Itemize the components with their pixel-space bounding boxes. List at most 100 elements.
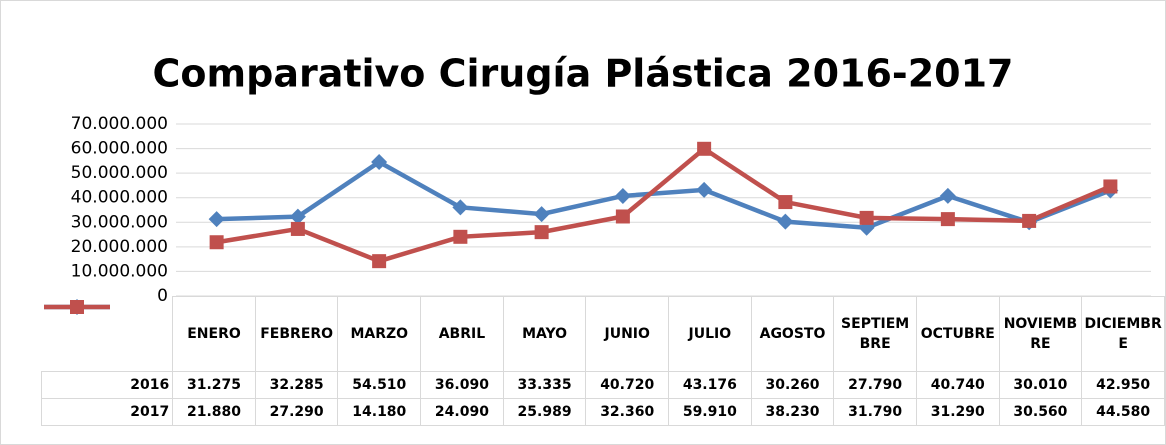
table-cell: 38.230: [750, 398, 835, 426]
cell-text: 44.580: [1096, 404, 1151, 420]
table-cell: ENERO: [172, 296, 256, 372]
table-cell: MARZO: [337, 296, 422, 372]
marker: [939, 187, 956, 204]
cell-text: JULIO: [688, 326, 732, 342]
cell-text: 24.090: [434, 404, 489, 420]
table-cell: 36.090: [420, 371, 504, 399]
table-cell: JULIO: [668, 296, 752, 372]
table-cell: 27.290: [254, 398, 339, 426]
marker: [453, 229, 468, 244]
cell-text: 38.230: [765, 404, 820, 420]
table-cell: 21.880: [172, 398, 256, 426]
marker: [208, 211, 225, 228]
marker: [290, 221, 305, 236]
cell-text: 32.285: [269, 377, 324, 393]
table-cell: 30.010: [998, 371, 1083, 399]
table-cell: 2016: [40, 298, 174, 399]
table-cell: 59.910: [668, 398, 752, 426]
marker: [696, 181, 713, 198]
cell-text: 32.360: [600, 404, 655, 420]
cell-text: JUNIO: [604, 326, 650, 342]
data-table: ENERO FEBRERO MARZO ABRIL MAYO JUNIO JULIO AGOS…: [40, 296, 1165, 426]
cell-text: 27.790: [848, 377, 903, 393]
cell-text: SEPTIEMBRE: [841, 316, 910, 352]
cell-text: 59.910: [682, 404, 737, 420]
cell-text: 30.560: [1013, 404, 1068, 420]
marker: [859, 210, 874, 225]
marker: [452, 199, 469, 216]
chart-title: Comparativo Cirugía Plástica 2016-2017: [153, 52, 1014, 96]
marker: [372, 254, 387, 269]
marker: [1103, 179, 1118, 194]
cell-text: FEBRERO: [260, 326, 334, 342]
cell-text: AGOSTO: [759, 326, 826, 342]
y-tick-label: 60.000.000: [71, 139, 168, 159]
cell-text: DICIEMBRE: [1084, 316, 1162, 352]
marker: [697, 141, 712, 156]
y-tick-label: 10.000.000: [71, 261, 168, 281]
cell-text: 36.090: [434, 377, 489, 393]
marker: [777, 213, 794, 230]
table-cell: MAYO: [502, 296, 587, 372]
table-cell: 33.335: [502, 371, 587, 399]
table-cell: DICIEMBRE: [1081, 296, 1165, 372]
table-cell: FEBRERO: [254, 296, 339, 372]
cell-text: ENERO: [187, 326, 241, 342]
cell-text: 31.290: [930, 404, 985, 420]
cell-text: 14.180: [352, 404, 407, 420]
table-cell: AGOSTO: [750, 296, 835, 372]
cell-text: MARZO: [350, 326, 409, 342]
y-tick-label: 0: [157, 286, 168, 306]
y-tick-label: 40.000.000: [71, 188, 168, 208]
cell-text: 42.950: [1096, 377, 1151, 393]
marker: [778, 195, 793, 210]
table-cell: 30.260: [750, 371, 835, 399]
marker: [371, 154, 388, 171]
table-cell: SEPTIEMBRE: [833, 296, 917, 372]
table-cell: 40.720: [585, 371, 670, 399]
table-cell: JUNIO: [585, 296, 670, 372]
table-cell: 44.580: [1081, 398, 1165, 426]
legend-label: 2016: [130, 377, 170, 393]
table-cell: 14.180: [337, 398, 422, 426]
marker: [289, 208, 306, 225]
table-cell: 42.950: [1081, 371, 1165, 399]
marker: [209, 235, 224, 250]
table-cell: 25.989: [502, 398, 587, 426]
table-cell: 27.790: [833, 371, 917, 399]
marker: [533, 206, 550, 223]
cell-text: OCTUBRE: [920, 326, 995, 342]
table-cell: 24.090: [420, 398, 504, 426]
marker: [614, 187, 631, 204]
table-cell: ABRIL: [420, 296, 504, 372]
table-cell: 32.285: [254, 371, 339, 399]
table-cell: 43.176: [668, 371, 752, 399]
table-cell: 2017: [40, 299, 174, 426]
cell-text: 31.790: [848, 404, 903, 420]
table-cell: 32.360: [585, 398, 670, 426]
marker: [1022, 213, 1037, 228]
table-row: 2017 21.880 27.290 14.180 24.090 25.989 32.360…: [40, 299, 1165, 426]
series-line: [216, 145, 1112, 264]
cell-text: 27.290: [269, 404, 324, 420]
cell-text: 54.510: [352, 377, 407, 393]
cell-text: 31.275: [186, 377, 242, 393]
y-tick-label: 30.000.000: [71, 212, 168, 232]
cell-text: 43.176: [682, 377, 737, 393]
table-cell: 31.790: [833, 398, 917, 426]
cell-text: 40.720: [600, 377, 655, 393]
table-row: 2016 31.275 32.285 54.510 36.090 33.335 40.720…: [40, 298, 1165, 399]
legend-label: 2017: [130, 404, 170, 420]
table-cell: 30.560: [998, 398, 1083, 426]
cell-text: 25.989: [517, 404, 572, 420]
cell-text: ABRIL: [438, 326, 486, 342]
y-tick-label: 20.000.000: [71, 237, 168, 257]
cell-text: 33.335: [517, 377, 572, 393]
table-cell: 54.510: [337, 371, 422, 399]
cell-text: MAYO: [522, 326, 568, 342]
cell-text: 30.260: [765, 377, 820, 393]
marker: [615, 209, 630, 224]
y-tick-label: 70.000.000: [71, 114, 168, 134]
